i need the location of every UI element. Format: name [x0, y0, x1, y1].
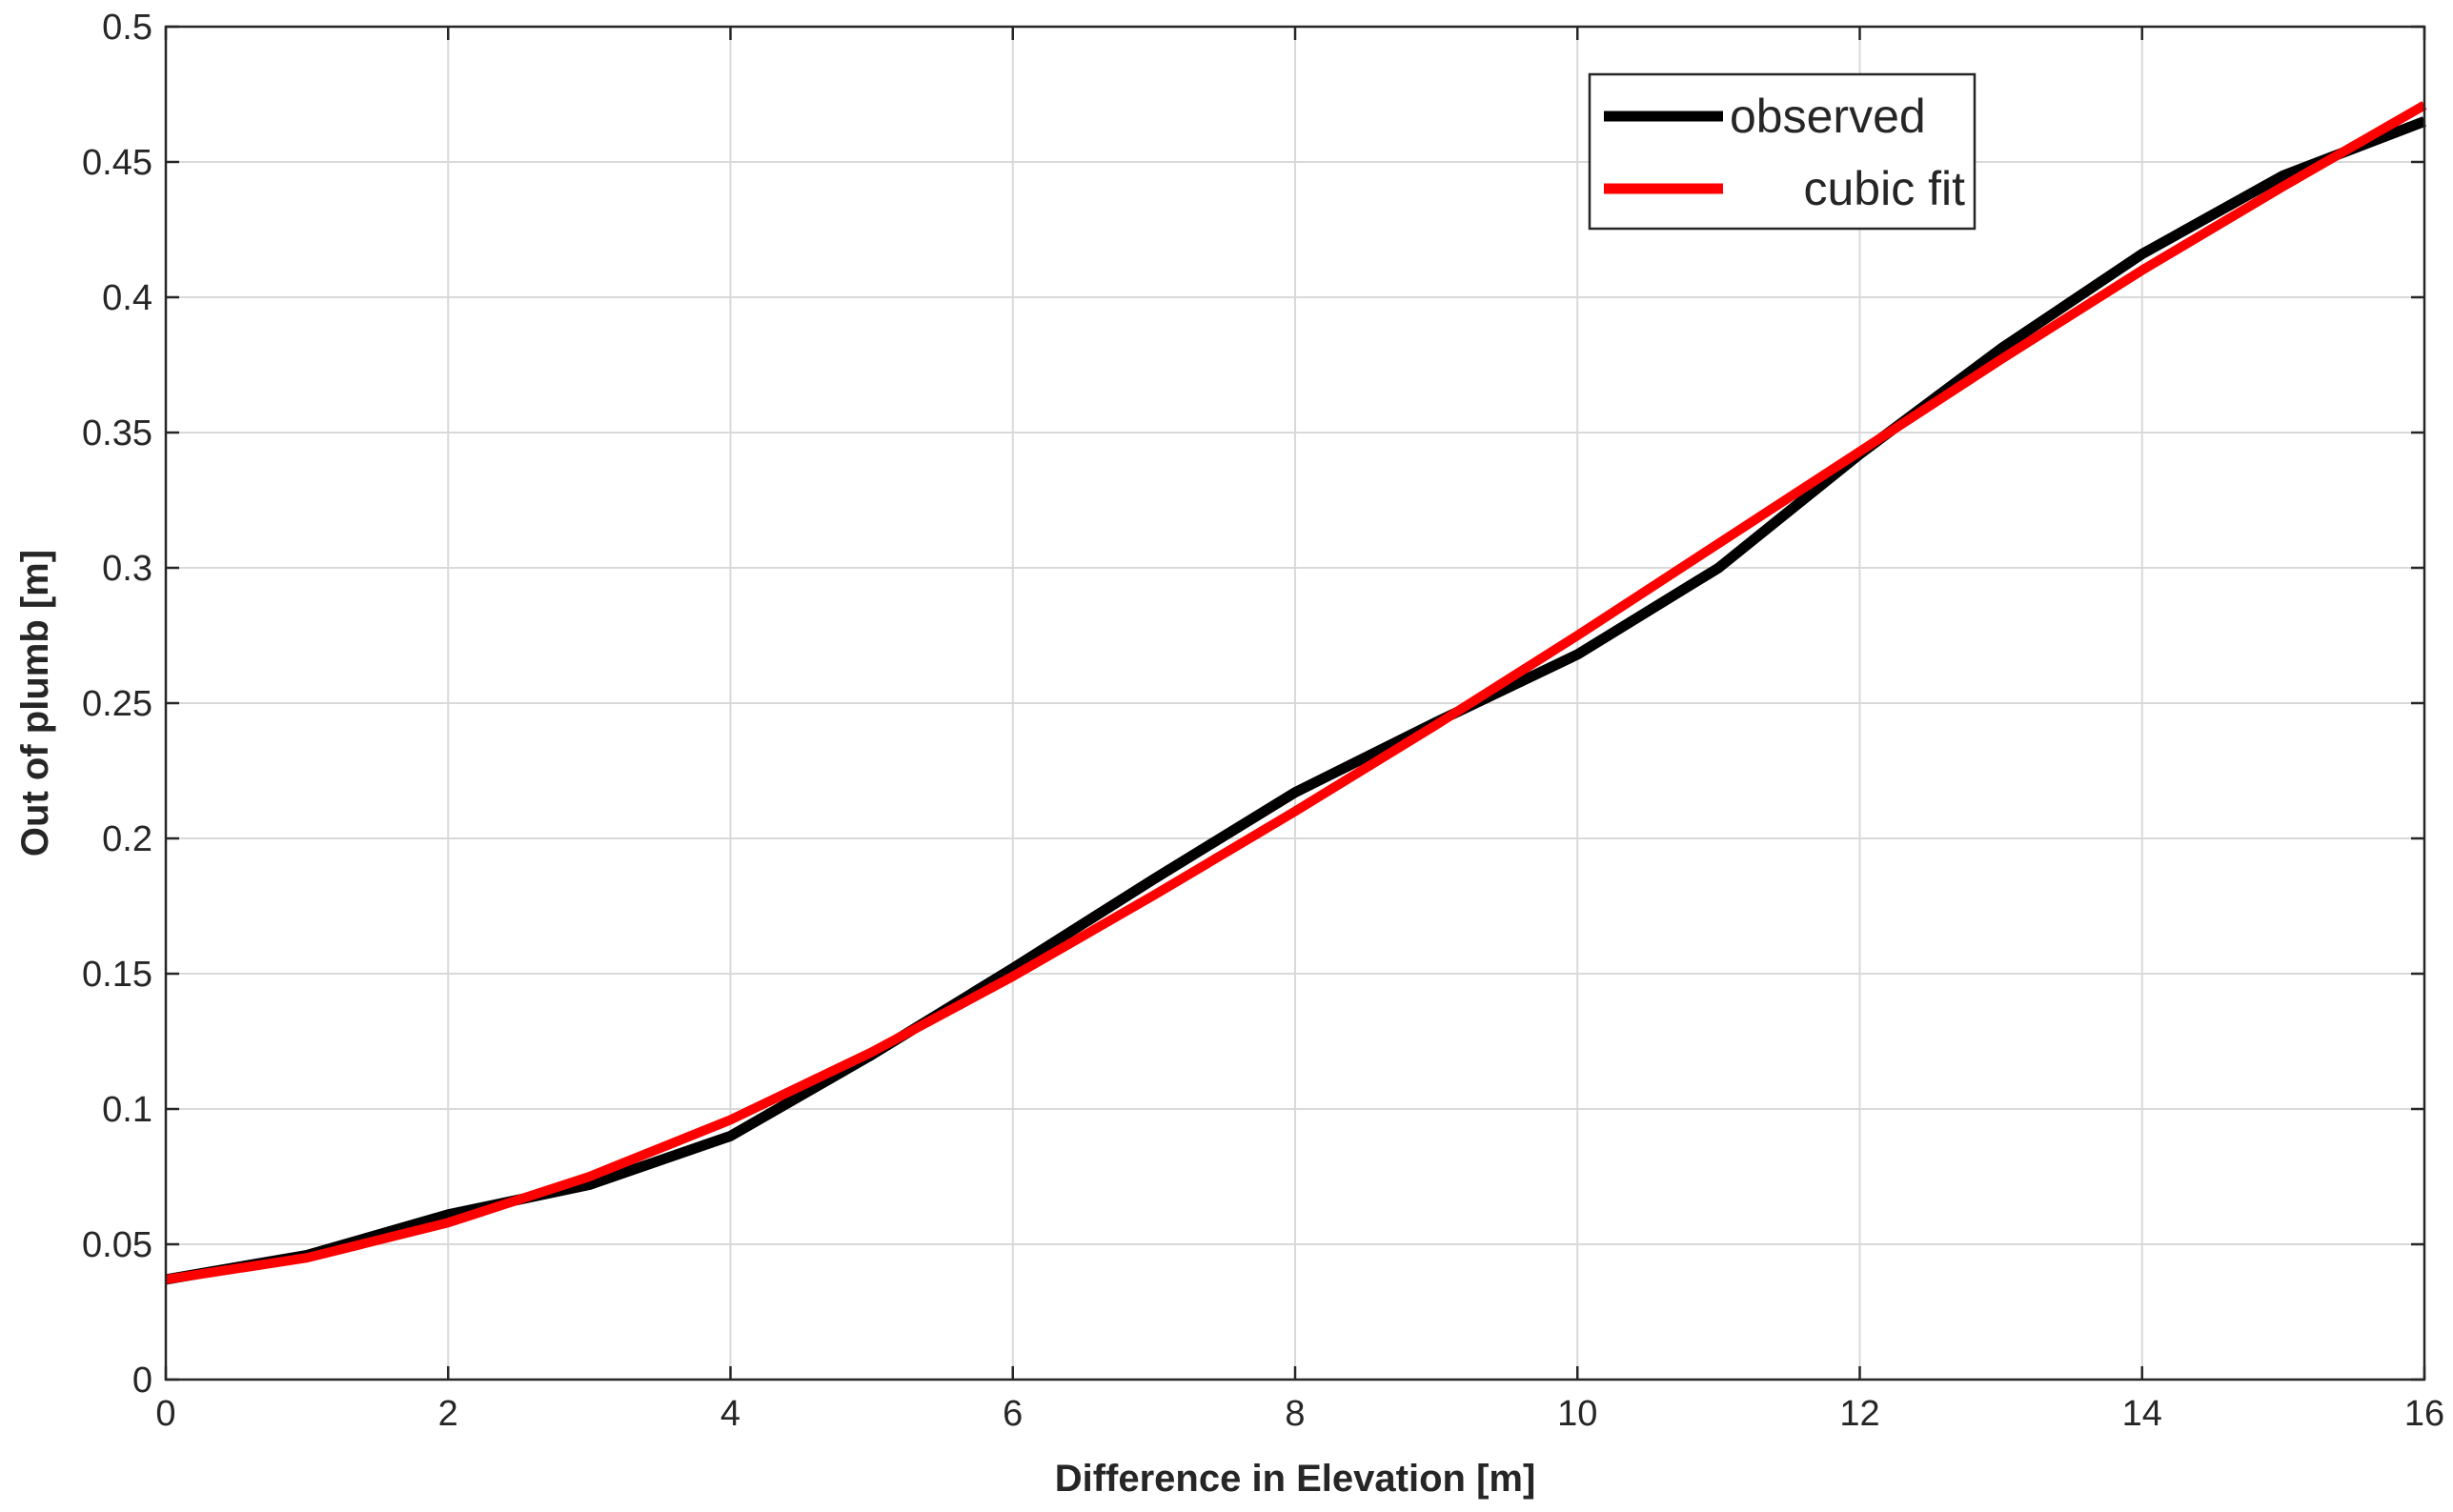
grid-lines — [165, 26, 2425, 1381]
y-tick-label: 0.5 — [102, 8, 152, 48]
x-tick-label: 2 — [438, 1394, 458, 1434]
x-tick-label: 6 — [1003, 1394, 1023, 1434]
legend-label-observed: observed — [1730, 90, 1926, 143]
y-axis-ticks: 0 0.05 0.1 0.15 0.2 0.25 0.3 0.35 0.4 0.45 0.5 — [82, 8, 2424, 1401]
y-tick-label: 0.05 — [82, 1225, 152, 1265]
x-tick-label: 16 — [2404, 1394, 2444, 1434]
x-tick-label: 0 — [155, 1394, 175, 1434]
y-tick-label: 0.3 — [102, 549, 152, 589]
y-tick-label: 0 — [132, 1361, 152, 1401]
y-tick-label: 0.2 — [102, 819, 152, 859]
y-tick-label: 0.15 — [82, 955, 152, 995]
legend-box — [1588, 72, 1977, 231]
legend-label-cubic-fit: cubic fit — [1803, 162, 1965, 215]
y-tick-label: 0.45 — [82, 143, 152, 183]
y-tick-label: 0.4 — [102, 278, 152, 318]
series-line-cubic-fit — [165, 101, 2427, 1284]
x-tick-label: 8 — [1285, 1394, 1305, 1434]
x-axis-label: Difference in Elevation [m] — [1055, 1458, 1536, 1500]
x-tick-label: 4 — [720, 1394, 740, 1434]
y-tick-label: 0.35 — [82, 413, 152, 454]
legend: observed cubic fit — [1588, 72, 1977, 231]
y-tick-label: 0.1 — [102, 1090, 152, 1130]
x-tick-label: 10 — [1557, 1394, 1597, 1434]
x-tick-label: 14 — [2122, 1394, 2162, 1434]
x-axis-ticks: 0 2 4 6 8 10 12 14 16 — [155, 27, 2444, 1434]
y-tick-label: 0.25 — [82, 684, 152, 724]
series-lines — [165, 101, 2427, 1285]
y-axis-label: Out of plumb [m] — [14, 550, 56, 857]
x-tick-label: 12 — [1839, 1394, 1879, 1434]
